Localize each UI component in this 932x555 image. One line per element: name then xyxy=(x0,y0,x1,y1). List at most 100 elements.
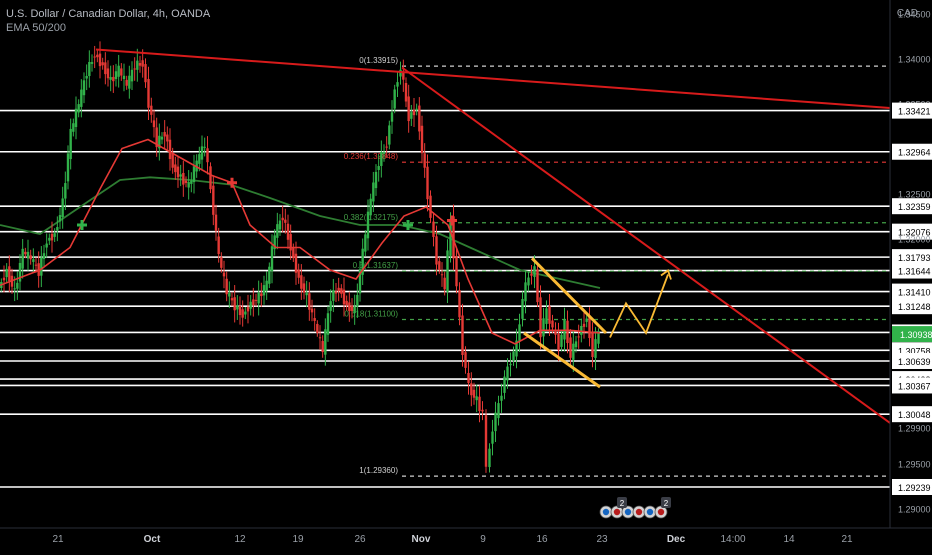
event-flag-icon xyxy=(635,508,643,516)
candle-body xyxy=(503,376,506,393)
candle-body xyxy=(203,146,206,148)
candle-body xyxy=(166,134,169,142)
candle-body xyxy=(214,214,218,231)
time-tick-label: 26 xyxy=(354,534,366,545)
candle-body xyxy=(572,343,575,360)
candle-body xyxy=(524,282,527,302)
long-trendline xyxy=(95,48,891,109)
time-tick-label: Oct xyxy=(144,534,161,545)
candle-body xyxy=(120,68,123,76)
candle-body xyxy=(300,275,303,289)
candle-body xyxy=(470,383,473,396)
candle-body xyxy=(554,331,557,335)
candle-body xyxy=(112,76,115,82)
candle-body xyxy=(530,273,533,276)
candle-body xyxy=(155,127,158,148)
fib-label: 0.618(1.31100) xyxy=(344,310,398,319)
candle-body xyxy=(209,166,212,190)
candle-body xyxy=(284,219,287,223)
candle-body xyxy=(18,262,22,282)
candle-body xyxy=(96,54,99,58)
candle-body xyxy=(8,266,11,282)
ema-cross-marker xyxy=(227,177,237,188)
candle-body xyxy=(399,69,402,77)
candle-body xyxy=(449,218,452,256)
candle-body xyxy=(273,235,276,250)
candle-body xyxy=(358,269,362,294)
candle-body xyxy=(130,69,134,82)
candle-body xyxy=(412,109,416,116)
candle-body xyxy=(233,297,236,311)
candle-body xyxy=(569,337,572,358)
candle-body xyxy=(420,125,424,154)
candle-body xyxy=(548,306,551,324)
candle-body xyxy=(396,82,399,87)
candle-body xyxy=(506,366,509,381)
time-tick-label: 14:00 xyxy=(720,534,745,545)
candle-body xyxy=(364,234,367,252)
candle-body xyxy=(150,105,153,115)
candle-body xyxy=(53,233,56,237)
candle-body xyxy=(497,403,500,419)
ema50-line xyxy=(0,138,601,345)
candle-body xyxy=(179,174,182,177)
event-flag-icon xyxy=(602,508,610,516)
event-count-badge xyxy=(617,497,627,508)
event-flag-icon xyxy=(624,508,632,516)
candle-body xyxy=(93,56,96,58)
time-tick-label: 12 xyxy=(234,534,246,545)
candle-body xyxy=(122,75,126,80)
price-tick-label: 1.32500 xyxy=(898,190,931,200)
candle-body xyxy=(361,248,364,275)
time-tick-label: 19 xyxy=(292,534,304,545)
candle-body xyxy=(305,292,308,296)
candle-body xyxy=(488,448,491,468)
ema-cross-marker xyxy=(403,220,413,230)
candle-body xyxy=(377,166,380,170)
candle-body xyxy=(345,300,348,306)
candle-body xyxy=(48,237,51,241)
candle-body xyxy=(588,315,591,339)
candle-body xyxy=(289,234,292,251)
event-flag-icon xyxy=(613,508,621,516)
candle-body xyxy=(337,287,340,292)
candle-body xyxy=(446,250,449,292)
candle-body xyxy=(144,64,147,83)
candle-body xyxy=(217,236,220,254)
candle-body xyxy=(268,266,271,284)
candle-body xyxy=(270,246,274,272)
candle-body xyxy=(61,198,64,218)
price-tick-label: 1.29000 xyxy=(898,505,931,515)
event-count-badge xyxy=(661,497,671,508)
candle-body xyxy=(551,320,554,328)
candle-body xyxy=(313,318,316,321)
candle-body xyxy=(353,306,356,314)
channel-lower-line xyxy=(523,331,601,389)
candle-body xyxy=(101,62,104,66)
candle-body xyxy=(64,183,67,199)
level-price-tag xyxy=(892,377,932,394)
candle-body xyxy=(56,227,59,231)
candle-body xyxy=(340,288,343,294)
candle-body xyxy=(98,53,102,67)
candle-body xyxy=(246,306,250,312)
candle-body xyxy=(222,272,226,277)
candle-body xyxy=(187,182,190,188)
candle-body xyxy=(594,339,597,358)
level-price-tag xyxy=(892,406,932,423)
candle-body xyxy=(374,171,378,189)
candle-body xyxy=(220,257,223,268)
candle-body xyxy=(518,324,521,342)
candle-body xyxy=(467,372,470,384)
candle-body xyxy=(557,333,560,351)
candle-body xyxy=(176,166,180,178)
price-tick-label: 1.29500 xyxy=(898,460,931,470)
candle-body xyxy=(184,180,188,183)
indicator-label[interactable]: EMA 50/200 xyxy=(6,22,66,34)
candle-body xyxy=(574,341,578,348)
symbol-title[interactable]: U.S. Dollar / Canadian Dollar, 4h, OANDA xyxy=(6,8,211,20)
candle-body xyxy=(24,251,27,255)
candle-body xyxy=(252,299,255,306)
